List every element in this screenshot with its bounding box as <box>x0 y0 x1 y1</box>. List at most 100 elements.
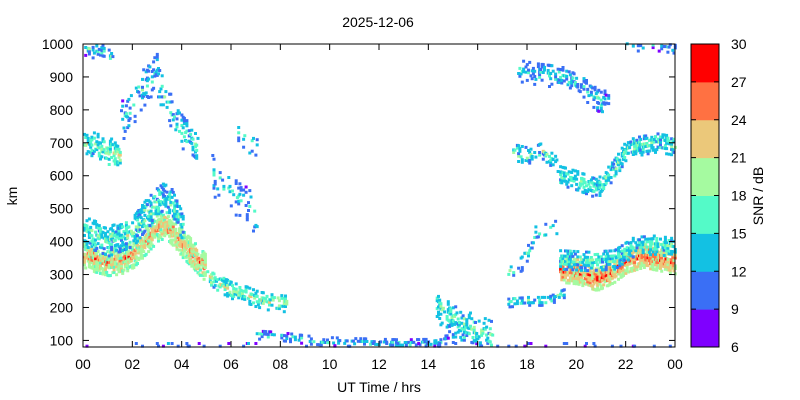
x-tick-label: 06 <box>223 356 239 372</box>
data-point <box>580 179 583 183</box>
data-point <box>100 233 104 236</box>
data-point <box>255 225 259 229</box>
data-point <box>126 264 130 267</box>
data-point <box>602 252 606 256</box>
data-point <box>181 126 185 130</box>
data-point <box>620 252 624 256</box>
data-point <box>593 277 597 281</box>
data-point <box>599 255 603 259</box>
data-point <box>667 152 671 156</box>
data-point <box>95 260 99 264</box>
data-point <box>527 254 530 258</box>
data-point <box>95 44 99 48</box>
data-point <box>663 238 667 242</box>
data-point <box>248 286 252 290</box>
data-point <box>176 220 180 224</box>
data-point <box>261 291 265 295</box>
data-point <box>234 182 238 185</box>
data-point <box>115 257 119 261</box>
data-point <box>575 274 579 278</box>
data-point <box>175 247 179 251</box>
data-point <box>472 325 476 329</box>
data-point <box>633 142 637 146</box>
data-point <box>660 44 664 48</box>
y-tick-label: 400 <box>50 234 74 250</box>
data-point <box>143 213 147 217</box>
data-point <box>448 330 452 334</box>
data-point <box>625 246 629 250</box>
data-point <box>576 261 580 265</box>
data-point <box>90 229 94 233</box>
data-point <box>530 69 534 73</box>
data-point <box>99 264 102 267</box>
data-point <box>321 340 324 344</box>
data-point <box>629 249 633 252</box>
data-point <box>175 125 179 129</box>
data-point <box>633 344 637 348</box>
data-point <box>622 152 625 156</box>
data-point <box>194 132 197 135</box>
data-point <box>560 81 564 85</box>
data-point <box>249 303 253 306</box>
data-point <box>128 111 132 115</box>
data-point <box>598 183 602 187</box>
data-point <box>95 268 99 272</box>
data-point <box>663 267 667 271</box>
data-point <box>159 230 163 234</box>
data-point <box>525 259 529 263</box>
data-point <box>159 235 163 239</box>
data-point <box>597 96 601 100</box>
data-point <box>589 256 593 259</box>
data-point <box>435 341 439 345</box>
data-point <box>524 145 528 149</box>
data-point <box>147 229 151 233</box>
data-point <box>164 199 168 203</box>
data-point <box>371 342 375 345</box>
data-point <box>522 59 526 63</box>
data-point <box>582 77 586 81</box>
data-point <box>439 304 443 308</box>
data-point <box>557 81 561 84</box>
data-point <box>559 173 563 177</box>
data-point <box>534 77 538 81</box>
data-point <box>572 179 576 183</box>
data-point <box>161 187 165 191</box>
data-point <box>607 176 611 180</box>
data-point <box>551 224 555 228</box>
data-point <box>95 265 99 269</box>
data-point <box>672 269 676 273</box>
data-point <box>227 186 231 190</box>
data-point <box>105 151 109 155</box>
data-point <box>203 266 207 269</box>
data-point <box>237 202 241 206</box>
data-point <box>449 309 453 313</box>
data-point <box>620 262 624 266</box>
data-point <box>134 342 138 345</box>
data-point <box>101 150 105 154</box>
data-point <box>139 208 143 212</box>
data-point <box>605 252 609 256</box>
data-point <box>94 257 98 261</box>
y-tick-label: 700 <box>50 135 74 151</box>
data-point <box>630 269 634 273</box>
data-point <box>470 317 474 321</box>
data-point <box>123 254 127 258</box>
data-point <box>656 137 660 141</box>
data-point <box>644 237 648 241</box>
x-axis-label: UT Time / hrs <box>337 379 421 395</box>
data-point <box>147 77 151 81</box>
data-point <box>582 85 586 89</box>
data-point <box>549 294 553 298</box>
data-point <box>631 153 635 156</box>
data-point <box>173 214 176 218</box>
data-point <box>117 229 121 233</box>
data-point <box>89 145 93 149</box>
data-point <box>641 243 645 247</box>
x-tick-label: 02 <box>125 356 141 372</box>
data-point <box>194 150 197 154</box>
data-point <box>474 321 477 324</box>
data-point <box>485 333 489 337</box>
data-point <box>124 247 128 251</box>
data-point <box>113 157 117 161</box>
data-point <box>404 343 408 347</box>
